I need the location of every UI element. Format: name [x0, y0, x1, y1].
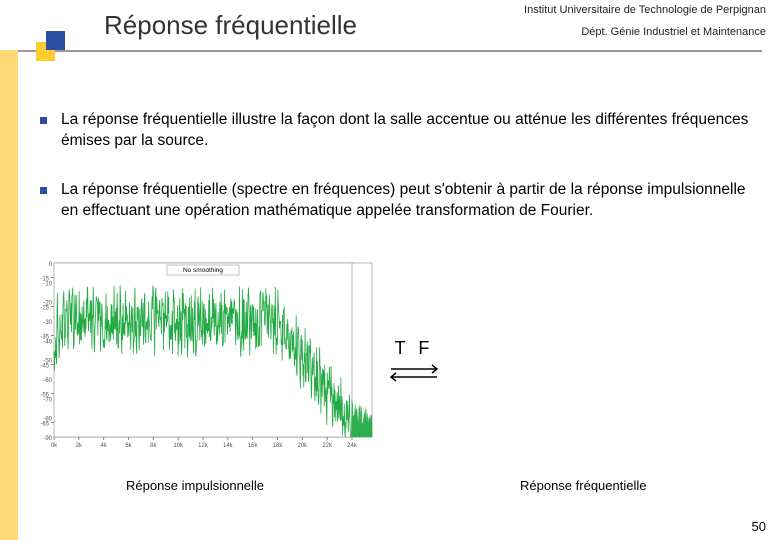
svg-text:-15: -15: [40, 277, 49, 283]
svg-text:-55: -55: [40, 393, 49, 399]
svg-text:24k: 24k: [347, 443, 358, 449]
svg-text:-65: -65: [40, 422, 49, 428]
frequency-caption: Réponse fréquentielle: [520, 478, 646, 493]
impulse-caption: Réponse impulsionnelle: [126, 478, 264, 493]
header-underline: [18, 50, 762, 52]
logo-blue-square: [46, 31, 65, 50]
svg-text:No smoothing: No smoothing: [183, 267, 223, 274]
slide-header: Réponse fréquentielle Institut Universit…: [0, 0, 780, 60]
svg-text:4k: 4k: [100, 443, 107, 449]
svg-text:14k: 14k: [223, 443, 234, 449]
svg-text:22k: 22k: [322, 443, 333, 449]
svg-text:18k: 18k: [273, 443, 284, 449]
bullet-list: La réponse fréquentielle illustre la faç…: [40, 110, 750, 250]
slide-title: Réponse fréquentielle: [104, 10, 357, 41]
svg-text:-45: -45: [40, 364, 49, 370]
svg-text:10k: 10k: [173, 443, 184, 449]
bullet-text: La réponse fréquentielle illustre la faç…: [61, 110, 750, 152]
svg-text:-25: -25: [40, 306, 49, 312]
tf-text: T F: [386, 338, 442, 359]
svg-text:2k: 2k: [76, 443, 83, 449]
svg-text:20k: 20k: [297, 443, 308, 449]
bullet-square-icon: [40, 187, 47, 194]
svg-text:-35: -35: [40, 335, 49, 341]
bullet-square-icon: [40, 117, 47, 124]
svg-text:0k: 0k: [51, 443, 58, 449]
institution-label: Institut Universitaire de Technologie de…: [524, 4, 766, 16]
frequency-response-chart: -65 -55 -45 -35 -25 -15 0k 2k 4k 6k 8k 10k 12k 14k 16k…: [28, 255, 358, 455]
svg-text:8k: 8k: [150, 443, 157, 449]
svg-text:12k: 12k: [198, 443, 209, 449]
double-arrow-icon: [386, 363, 442, 383]
department-label: Dépt. Génie Industriel et Maintenance: [581, 26, 766, 38]
svg-text:6k: 6k: [125, 443, 132, 449]
bullet-item: La réponse fréquentielle (spectre en fré…: [40, 180, 750, 222]
slide-number: 50: [752, 519, 766, 534]
fourier-transform-label: T F: [386, 338, 442, 383]
svg-text:16k: 16k: [248, 443, 259, 449]
bullet-text: La réponse fréquentielle (spectre en fré…: [61, 180, 750, 222]
frequency-chart-svg: -65 -55 -45 -35 -25 -15 0k 2k 4k 6k 8k 10k 12k 14k 16k…: [28, 255, 358, 455]
bullet-item: La réponse fréquentielle illustre la faç…: [40, 110, 750, 152]
left-accent-strip: [0, 50, 18, 540]
